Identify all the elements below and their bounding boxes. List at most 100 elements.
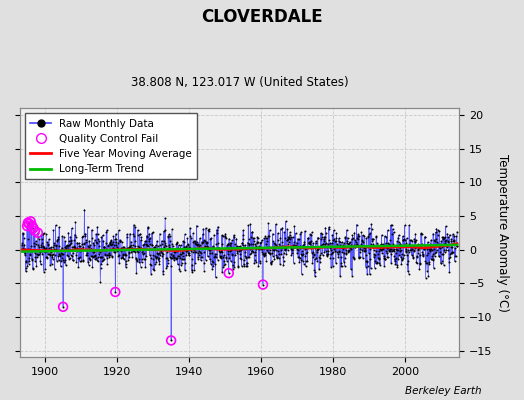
Point <box>222 255 230 261</box>
Point <box>321 224 330 231</box>
Point <box>423 268 431 274</box>
Point <box>406 236 414 243</box>
Point <box>306 231 314 238</box>
Point <box>184 249 192 256</box>
Point <box>19 231 28 238</box>
Point <box>330 227 338 234</box>
Point <box>221 234 230 240</box>
Point <box>370 251 378 258</box>
Point <box>385 247 393 253</box>
Point <box>67 237 75 243</box>
Point <box>236 247 245 253</box>
Point <box>296 230 304 237</box>
Point <box>131 224 139 230</box>
Point <box>145 252 154 258</box>
Point <box>405 248 413 255</box>
Point <box>410 239 419 245</box>
Point <box>90 249 98 256</box>
Point <box>353 221 361 228</box>
Point <box>61 257 70 263</box>
Point <box>399 233 407 240</box>
Point <box>440 235 448 242</box>
Point <box>100 244 108 250</box>
Point <box>160 228 168 234</box>
Point <box>423 246 432 253</box>
Point <box>322 230 330 236</box>
Point <box>27 256 36 262</box>
Point <box>119 256 128 262</box>
Point <box>245 254 253 260</box>
Point <box>25 260 33 267</box>
Point <box>352 239 360 246</box>
Point <box>75 240 83 246</box>
Point <box>115 252 123 258</box>
Point <box>216 253 224 260</box>
Point <box>446 250 454 257</box>
Point <box>381 256 389 262</box>
Point <box>396 240 405 247</box>
Point <box>78 234 86 240</box>
Point <box>316 236 325 242</box>
Point <box>73 240 81 246</box>
Point <box>223 258 231 264</box>
Point <box>298 248 306 254</box>
Point <box>379 246 387 252</box>
Point <box>315 254 324 260</box>
Point <box>193 250 202 256</box>
Point <box>229 245 237 252</box>
Point <box>50 240 58 246</box>
Point <box>174 252 182 259</box>
Point <box>331 238 340 244</box>
Point <box>434 227 442 234</box>
Point <box>167 337 176 344</box>
Point <box>141 256 149 262</box>
Point <box>180 231 189 238</box>
Point <box>260 251 268 257</box>
Point <box>185 244 193 250</box>
Point <box>286 229 294 235</box>
Point <box>44 242 52 249</box>
Point <box>367 241 375 247</box>
Point <box>439 236 447 242</box>
Point <box>436 248 444 255</box>
Point <box>334 248 343 255</box>
Point <box>233 249 242 256</box>
Point <box>70 243 78 249</box>
Point <box>18 246 26 253</box>
Point <box>337 254 345 260</box>
Point <box>411 237 420 243</box>
Point <box>410 236 418 242</box>
Point <box>335 239 344 246</box>
Point <box>142 252 150 259</box>
Point <box>175 266 183 272</box>
Point <box>95 238 104 244</box>
Point <box>435 240 444 247</box>
Point <box>348 232 357 238</box>
Point <box>199 249 208 255</box>
Point <box>254 245 263 252</box>
Point <box>292 243 300 250</box>
Point <box>339 242 347 248</box>
Point <box>227 247 236 253</box>
Point <box>345 244 354 250</box>
Point <box>238 236 247 242</box>
Point <box>166 233 174 240</box>
Point <box>256 258 264 265</box>
Point <box>180 244 189 250</box>
Point <box>113 247 122 253</box>
Point <box>396 241 404 248</box>
Point <box>137 234 146 240</box>
Point <box>445 232 454 238</box>
Point <box>147 270 155 277</box>
Point <box>299 242 307 249</box>
Point <box>97 260 105 267</box>
Point <box>150 246 158 252</box>
Point <box>400 242 409 249</box>
Point <box>379 244 387 251</box>
Point <box>267 257 276 264</box>
Point <box>272 246 280 253</box>
Point <box>47 246 55 252</box>
Point <box>188 269 196 275</box>
Point <box>375 248 383 254</box>
Point <box>122 258 130 264</box>
